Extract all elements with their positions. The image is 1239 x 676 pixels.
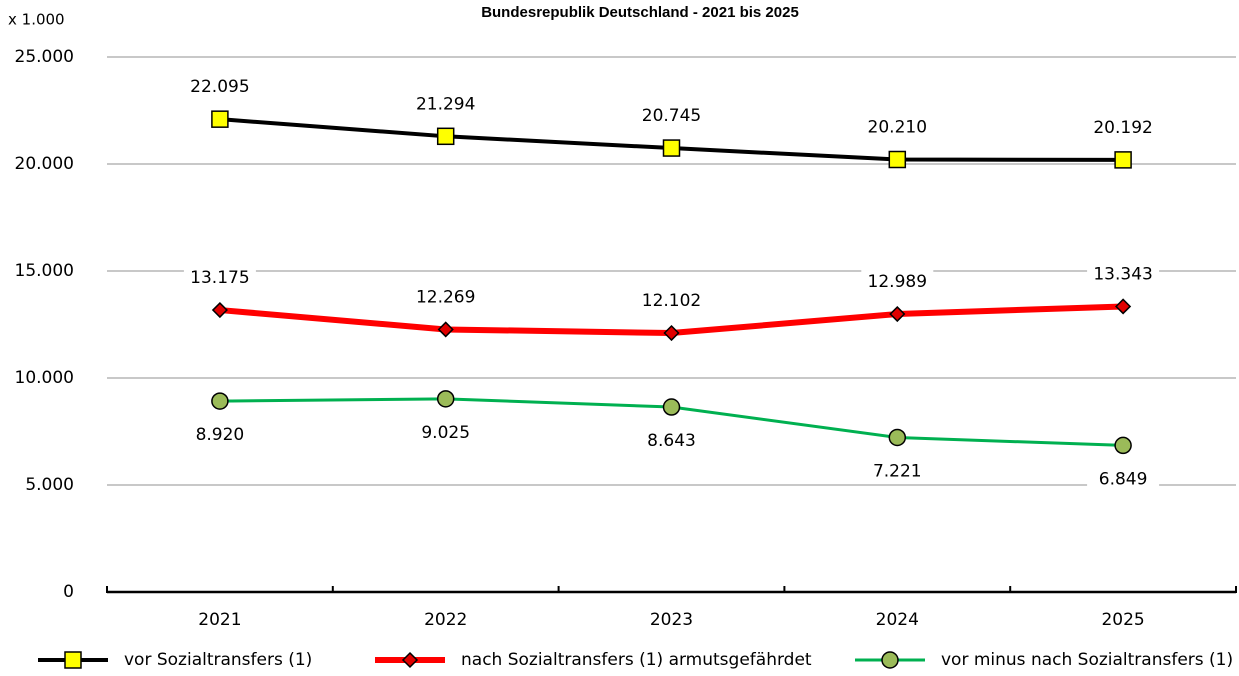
- x-tick-label: 2025: [1101, 610, 1144, 630]
- data-label: 12.102: [642, 291, 701, 311]
- y-tick-label: 5.000: [25, 475, 74, 495]
- chart-title: Bundesrepublik Deutschland - 2021 bis 20…: [481, 4, 799, 21]
- y-tick-label: 20.000: [15, 154, 74, 174]
- x-tick-label: 2021: [198, 610, 241, 630]
- x-tick-label: 2023: [650, 610, 693, 630]
- data-label-bg: [1087, 115, 1160, 140]
- data-label: 6.849: [1099, 469, 1148, 489]
- point-marker: [888, 428, 907, 447]
- data-label: 21.294: [416, 94, 475, 114]
- data-label-bg: [183, 75, 256, 100]
- data-label-bg: [635, 429, 708, 454]
- data-label: 7.221: [873, 461, 922, 481]
- point-marker: [437, 321, 454, 338]
- data-label: 8.920: [196, 425, 245, 445]
- data-label-bg: [1087, 467, 1160, 492]
- point-marker: [888, 150, 907, 169]
- point-marker: [663, 324, 680, 342]
- point-marker: [662, 398, 681, 416]
- data-label: 13.175: [190, 268, 249, 288]
- data-label: 20.192: [1093, 118, 1152, 138]
- legend-label: vor Sozialtransfers (1): [124, 650, 312, 670]
- data-label-bg: [635, 104, 708, 129]
- x-tick-label: 2024: [876, 610, 919, 630]
- point-marker: [1114, 151, 1132, 169]
- y-tick-label: 10.000: [15, 368, 74, 388]
- legend-marker: [401, 651, 419, 669]
- point-marker: [1115, 298, 1132, 315]
- y-tick-label: 25.000: [15, 47, 74, 67]
- data-label: 8.643: [647, 431, 696, 451]
- data-label-bg: [409, 285, 482, 310]
- point-marker: [662, 139, 681, 157]
- legend-marker: [881, 651, 899, 669]
- data-label-bg: [409, 420, 482, 445]
- legend-label: nach Sozialtransfers (1) armutsgefährdet: [461, 650, 812, 670]
- data-label-bg: [409, 92, 482, 117]
- data-label: 20.210: [868, 118, 927, 138]
- y-unit: x 1.000: [8, 11, 65, 29]
- point-marker: [211, 301, 228, 319]
- data-label: 20.745: [642, 106, 701, 126]
- point-marker: [436, 127, 455, 146]
- y-tick-label: 0: [63, 582, 74, 602]
- data-label: 22.095: [190, 77, 249, 97]
- data-label-bg: [183, 266, 256, 291]
- data-label: 13.343: [1093, 264, 1152, 284]
- data-label: 9.025: [421, 423, 470, 443]
- grid: [107, 56, 1236, 486]
- y-tick-label: 15.000: [15, 261, 74, 281]
- point-marker: [436, 390, 455, 408]
- legend-label: vor minus nach Sozialtransfers (1): [941, 650, 1233, 670]
- data-label-bg: [1087, 262, 1160, 287]
- data-label-bg: [861, 270, 934, 295]
- data-label: 12.989: [868, 272, 927, 292]
- data-label-bg: [183, 423, 256, 448]
- data-label-bg: [861, 115, 934, 140]
- point-marker: [211, 110, 229, 128]
- data-label-bg: [635, 289, 708, 314]
- data-label-bg: [861, 459, 934, 484]
- point-marker: [889, 305, 906, 323]
- legend-item: vor Sozialtransfers (1): [38, 650, 312, 670]
- point-marker: [211, 392, 229, 410]
- point-marker: [1114, 436, 1132, 455]
- legend-marker: [64, 651, 82, 669]
- x-tick-label: 2022: [424, 610, 467, 630]
- data-label: 12.269: [416, 287, 475, 307]
- legend-item: vor minus nach Sozialtransfers (1): [855, 650, 1233, 670]
- legend-item: nach Sozialtransfers (1) armutsgefährdet: [375, 650, 812, 670]
